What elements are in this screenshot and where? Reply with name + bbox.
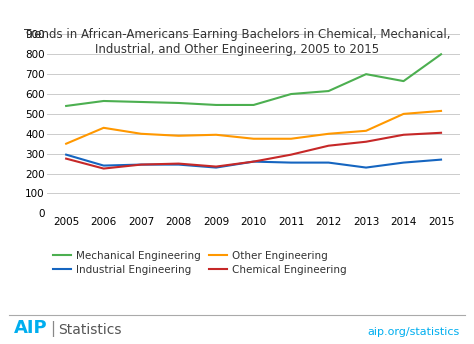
Text: |: | [50, 321, 55, 337]
Legend: Mechanical Engineering, Industrial Engineering, Other Engineering, Chemical Engi: Mechanical Engineering, Industrial Engin… [53, 251, 346, 275]
Text: Statistics: Statistics [58, 323, 121, 337]
Text: Trends in African-Americans Earning Bachelors in Chemical, Mechanical,
Industria: Trends in African-Americans Earning Bach… [24, 28, 450, 55]
Text: AIP: AIP [14, 319, 48, 337]
Text: aip.org/statistics: aip.org/statistics [367, 327, 460, 337]
